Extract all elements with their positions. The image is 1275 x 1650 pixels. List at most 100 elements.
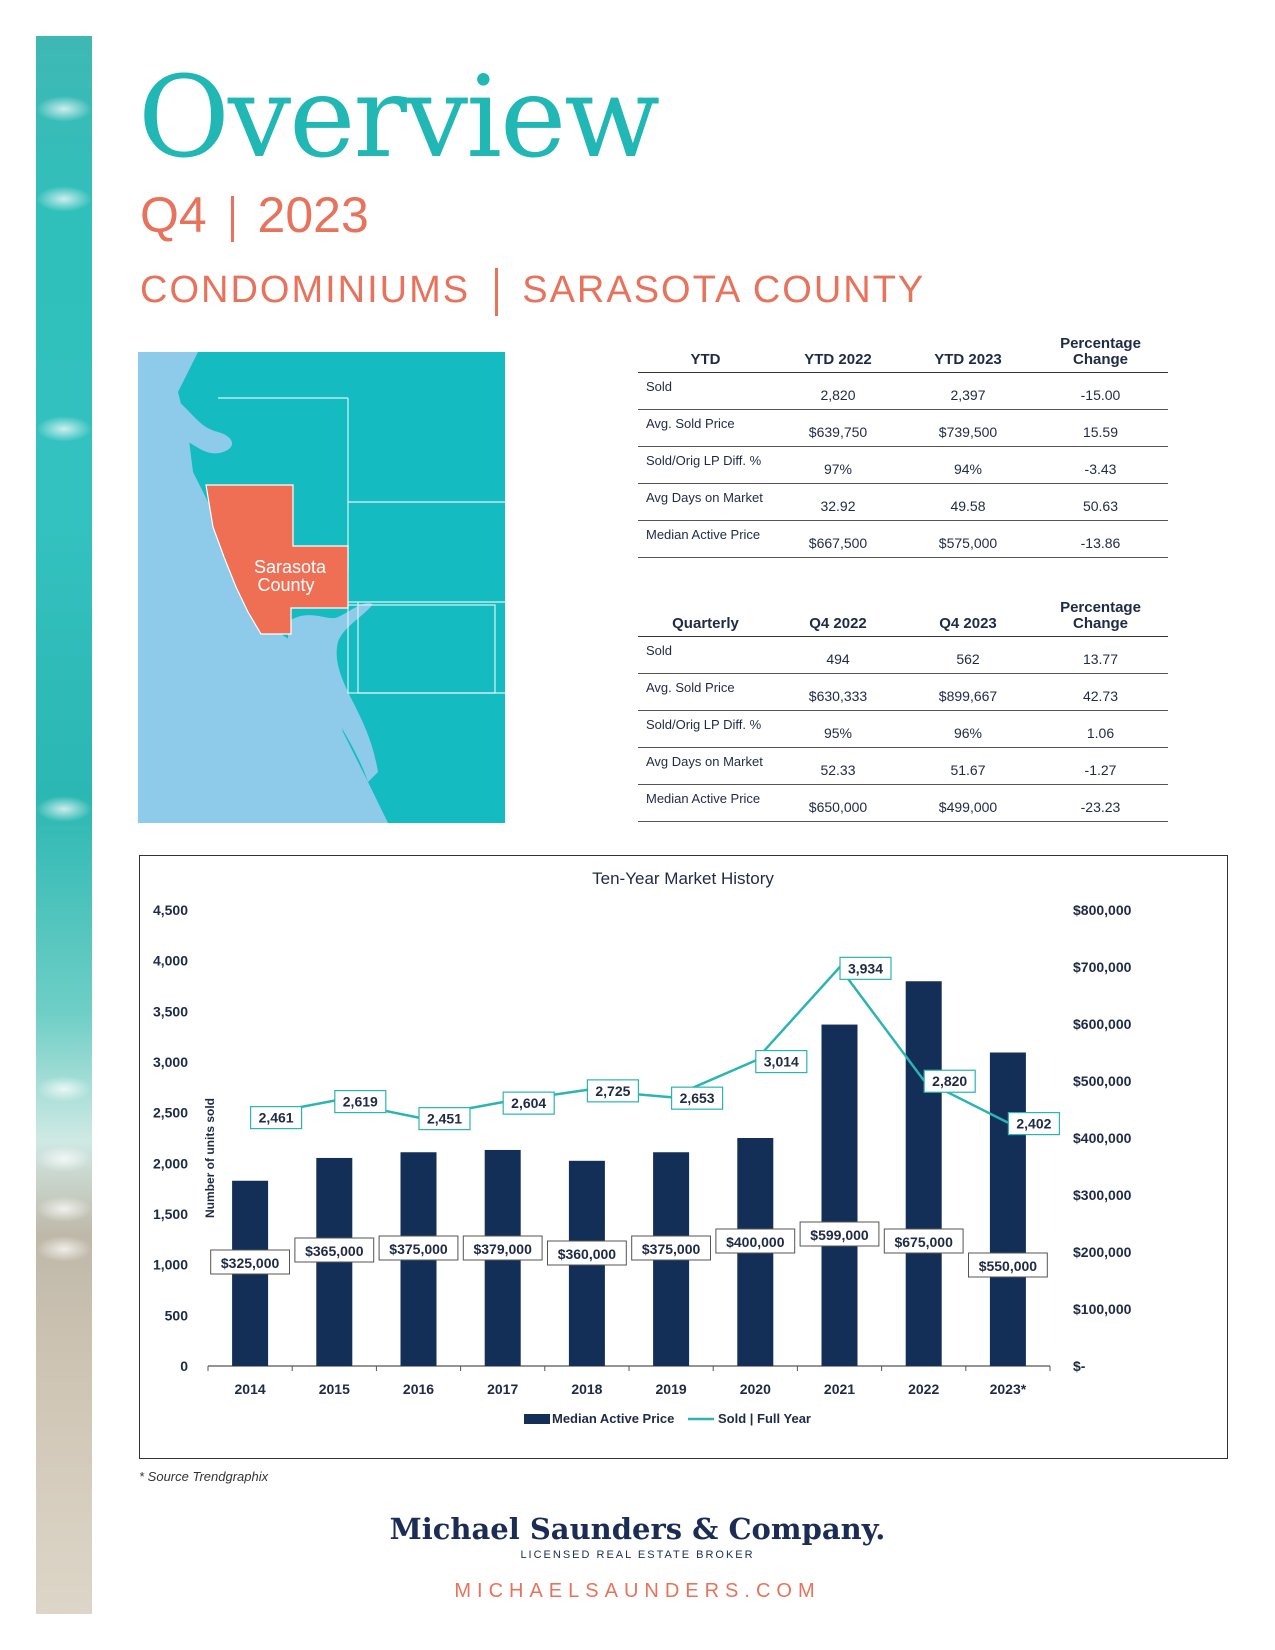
cell: 2,820 [773,372,903,410]
cell: $739,500 [903,409,1033,447]
line-data-label: 2,402 [1016,1116,1051,1132]
website-url: MICHAELSAUNDERS.COM [454,1580,821,1602]
left-axis-tick: 4,000 [153,953,188,969]
bar-median-active-price [905,981,942,1366]
brand-tagline: LICENSED REAL ESTATE BROKER [520,1549,755,1561]
right-axis-tick: $800,000 [1073,902,1132,918]
cell: $639,750 [773,409,903,447]
x-axis-tick: 2015 [319,1381,350,1397]
cell: 49.58 [903,483,1033,521]
right-axis-tick: $600,000 [1073,1016,1132,1032]
cell: $575,000 [903,520,1033,558]
segment-label: CONDOMINIUMS [140,269,471,312]
cell: 562 [903,636,1033,674]
line-data-label-box [418,1107,471,1131]
bay-water [288,603,378,782]
header-line: Change [1072,615,1128,632]
map-label-line2: County [257,575,314,595]
brand-logo: Michael Saunders & Company. [389,1512,886,1546]
bar-data-label-box [968,1252,1048,1278]
map-label-line1: Sarasota [254,557,327,577]
cell: 94% [903,446,1033,484]
cell: 42.73 [1033,673,1168,711]
cell: -13.86 [1033,520,1168,558]
cell: -23.23 [1033,784,1168,822]
right-axis-tick: $- [1073,1358,1086,1374]
line-data-label: 2,461 [259,1110,294,1126]
x-axis-tick: 2023* [990,1381,1027,1397]
decorative-beach-strip [36,36,92,1614]
table-row: Median Active Price $667,500 $575,000 -1… [638,520,1168,558]
line-data-label-box [586,1079,639,1103]
left-axis-tick: 3,000 [153,1054,188,1070]
table-row: Median Active Price $650,000 $499,000 -2… [638,784,1168,822]
bar-data-label: $360,000 [558,1246,617,1262]
x-axis-tick: 2020 [740,1381,771,1397]
row-label: Avg. Sold Price [638,673,773,711]
left-axis-tick: 500 [165,1307,189,1323]
bar-data-label: $550,000 [979,1258,1038,1274]
bar-median-active-price [989,1052,1026,1366]
cell: $630,333 [773,673,903,711]
table-row: Avg Days on Market 32.92 49.58 50.63 [638,483,1168,521]
period-year: 2023 [257,187,369,243]
cell: 52.33 [773,747,903,785]
line-data-label-box [502,1091,555,1115]
column-header: YTD 2023 [903,336,1033,373]
cell: $650,000 [773,784,903,822]
line-data-label: 2,451 [427,1111,462,1127]
bar-data-label: $379,000 [473,1241,532,1257]
left-axis-tick: 1,500 [153,1206,188,1222]
table-row: Avg. Sold Price $630,333 $899,667 42.73 [638,673,1168,711]
divider [230,195,234,242]
bar-data-label-box [547,1240,627,1266]
header-line: Change [1072,351,1128,368]
line-data-label: 3,014 [764,1054,799,1070]
left-axis-tick: 0 [180,1358,188,1374]
cell: $899,667 [903,673,1033,711]
bar-data-label-box [883,1228,964,1254]
bar-data-label-box [799,1221,880,1247]
cell: 494 [773,636,903,674]
line-data-label: 2,820 [932,1073,967,1089]
column-header: Q4 2023 [903,600,1033,637]
left-axis-tick: 1,000 [153,1257,188,1273]
quarterly-table: Quarterly Q4 2022 Q4 2023 Percentage Cha… [638,600,1168,822]
line-data-label-box [670,1086,724,1110]
bar-data-label: $400,000 [726,1234,785,1250]
column-header: Percentage Change [1033,336,1168,373]
legend-bar-swatch [524,1414,550,1424]
cell: 15.59 [1033,409,1168,447]
bar-data-label-box [294,1237,375,1263]
cell: 96% [903,710,1033,748]
y-axis-label: Number of units sold [203,1098,217,1218]
line-data-label-box [755,1049,808,1074]
bar-data-label-box [462,1235,543,1261]
right-axis-tick: $100,000 [1073,1301,1132,1317]
left-axis-tick: 2,500 [153,1105,188,1121]
x-axis-tick: 2016 [403,1381,434,1397]
left-axis-tick: 2,000 [153,1155,188,1171]
page-title: Overview [138,53,660,183]
cell: $667,500 [773,520,903,558]
period-heading: Q4 2023 [140,190,369,242]
line-data-label-box [839,956,892,980]
bar-data-label: $375,000 [642,1241,701,1257]
x-axis-tick: 2019 [656,1381,687,1397]
cell: $499,000 [903,784,1033,822]
right-axis-tick: $500,000 [1073,1073,1132,1089]
line-data-label: 2,604 [511,1095,546,1111]
legend-bar-label: Median Active Price [552,1411,674,1426]
cell: 51.67 [903,747,1033,785]
ytd-table: YTD YTD 2022 YTD 2023 Percentage Change … [638,336,1168,558]
cell: 32.92 [773,483,903,521]
left-axis-tick: 4,500 [153,902,188,918]
bar-data-label: $325,000 [221,1255,280,1271]
line-data-label-box [334,1090,387,1114]
bar-data-label-box [378,1235,459,1261]
chart-canvas: Ten-Year Market History 0 500 1,000 1,500 2,0… [153,869,1132,1426]
sarasota-county-area [205,484,349,635]
table-row: Avg. Sold Price $639,750 $739,500 15.59 [638,409,1168,447]
column-header: Q4 2022 [773,600,903,637]
line-data-label: 2,725 [595,1083,630,1099]
